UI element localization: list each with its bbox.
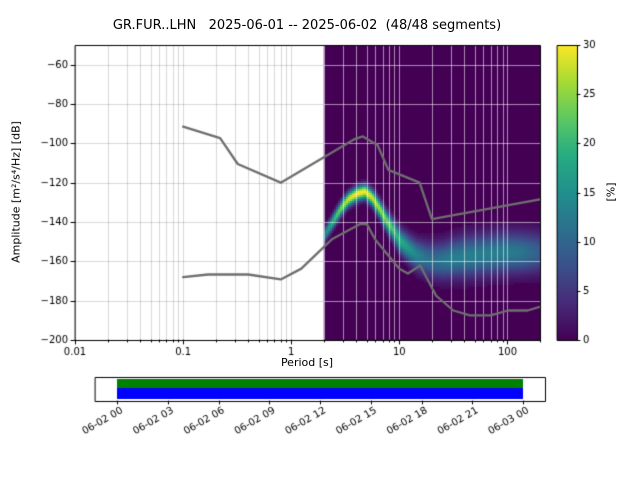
colorbar-label: [%] [604, 182, 618, 202]
x-axis-label: Period [s] [280, 356, 334, 369]
y-axis-label: Amplitude [m²/s⁴/Hz] [dB] [9, 121, 23, 263]
chart-title: GR.FUR..LHN 2025-06-01 -- 2025-06-02 (48… [112, 18, 502, 33]
